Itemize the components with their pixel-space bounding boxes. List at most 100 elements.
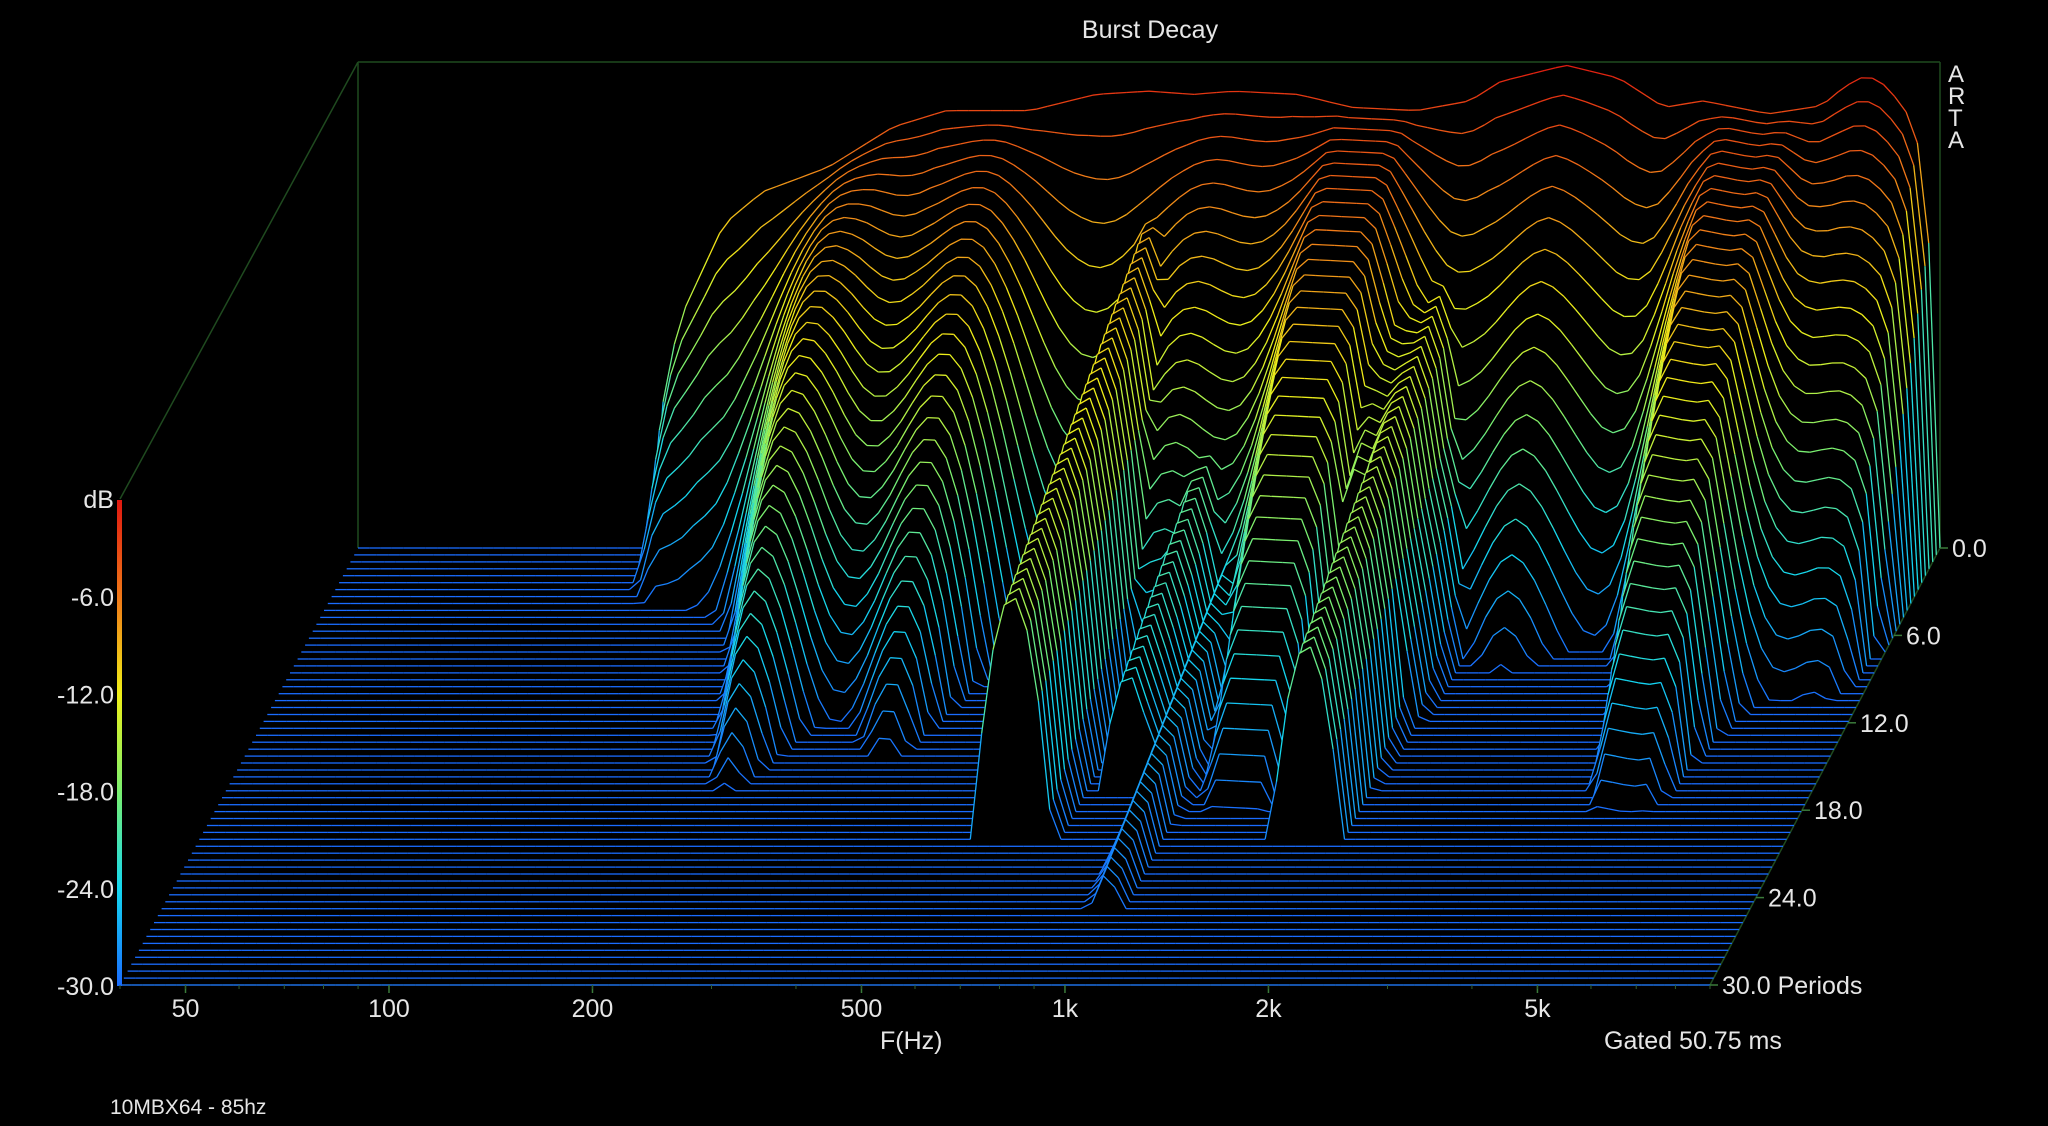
- slice-segment: [761, 484, 774, 501]
- slice-segment: [1687, 195, 1701, 222]
- slice-segment: [1288, 252, 1302, 285]
- slice-segment: [787, 471, 800, 495]
- slice-segment: [1894, 282, 1908, 389]
- slice-segment: [888, 124, 901, 130]
- slice-segment: [1352, 175, 1365, 178]
- slice-segment: [1763, 388, 1777, 422]
- slice-segment: [889, 300, 901, 304]
- slice-segment: [1657, 296, 1671, 340]
- slice-segment: [998, 174, 1011, 185]
- slice-segment: [1770, 143, 1783, 146]
- slice-segment: [1650, 311, 1663, 347]
- slice-segment: [915, 263, 928, 273]
- slice-segment: [922, 273, 936, 286]
- slice-segment: [1861, 314, 1874, 327]
- slice-segment: [1491, 248, 1504, 260]
- slice-segment: [1544, 67, 1556, 72]
- slice-segment: [1349, 188, 1361, 191]
- slice-segment: [1256, 654, 1269, 657]
- slice-segment: [1164, 362, 1177, 375]
- slice-segment: [1586, 452, 1599, 468]
- slice-segment: [1258, 384, 1272, 432]
- slice-segment: [790, 301, 804, 327]
- slice-segment: [1149, 399, 1162, 403]
- slice-segment: [1187, 447, 1200, 459]
- slice-segment: [1270, 377, 1283, 395]
- slice-segment: [805, 184, 818, 194]
- slice-segment: [1518, 599, 1532, 619]
- slice-segment: [1062, 287, 1075, 302]
- slice-segment: [1260, 560, 1272, 563]
- slice-segment: [1693, 363, 1705, 366]
- slice-segment: [1906, 388, 1919, 590]
- slice-segment: [1487, 184, 1500, 192]
- slice-segment: [1763, 132, 1775, 136]
- slice-segment: [836, 245, 849, 251]
- slice-segment: [1289, 395, 1302, 398]
- frame-right-floor-edge: [1709, 547, 1941, 986]
- slice-segment: [1898, 258, 1912, 364]
- slice-segment: [806, 451, 819, 480]
- slice-segment: [806, 275, 819, 288]
- slice-segment: [1744, 154, 1756, 158]
- slice-segment: [896, 256, 909, 260]
- slice-segment: [1574, 434, 1588, 453]
- slice-segment: [1826, 91, 1839, 102]
- slice-segment: [911, 172, 924, 177]
- slice-segment: [1879, 275, 1893, 308]
- slice-segment: [1398, 352, 1411, 358]
- slice-segment: [1515, 635, 1528, 657]
- slice-segment: [1702, 100, 1715, 104]
- slice-segment: [1260, 630, 1272, 633]
- slice-segment: [1812, 255, 1825, 258]
- slice-segment: [847, 392, 860, 411]
- slice-segment: [1405, 448, 1419, 519]
- slice-segment: [1337, 230, 1350, 233]
- slice-segment: [979, 351, 992, 387]
- slice-segment: [1145, 125, 1157, 130]
- slice-segment: [1115, 297, 1128, 305]
- slice-segment: [806, 548, 819, 585]
- slice-segment: [1330, 361, 1343, 383]
- slice-segment: [828, 167, 841, 178]
- slice-segment: [715, 374, 728, 387]
- slice-segment: [1243, 215, 1255, 219]
- slice-segment: [1801, 331, 1814, 339]
- slice-segment: [1081, 216, 1093, 223]
- slice-segment: [1171, 170, 1184, 179]
- slice-segment: [1273, 303, 1287, 338]
- slice-segment: [1715, 311, 1727, 315]
- slice-segment: [866, 512, 879, 525]
- slice-segment: [1782, 468, 1796, 482]
- slice-segment: [1782, 370, 1795, 387]
- slice-segment: [1254, 284, 1267, 295]
- slice-segment: [1020, 411, 1034, 453]
- slice-segment: [1548, 565, 1562, 591]
- slice-segment: [1221, 532, 1234, 555]
- slice-segment: [922, 167, 935, 174]
- slice-segment: [1179, 332, 1192, 337]
- slice-segment: [1665, 278, 1678, 322]
- slice-segment: [1612, 309, 1625, 318]
- slice-segment: [873, 143, 886, 150]
- slice-segment: [1412, 303, 1425, 314]
- slice-segment: [1556, 630, 1570, 653]
- slice-segment: [798, 412, 812, 432]
- slice-segment: [741, 448, 755, 494]
- slice-segment: [1424, 498, 1438, 555]
- slice-segment: [1805, 305, 1817, 311]
- slice-segment: [1815, 100, 1828, 108]
- slice-segment: [990, 210, 1003, 224]
- slice-segment: [1563, 416, 1577, 436]
- slice-segment: [681, 414, 694, 430]
- slice-segment: [1726, 499, 1740, 563]
- slice-segment: [1828, 666, 1842, 694]
- slice-segment: [1284, 269, 1298, 304]
- slice-segment: [666, 466, 679, 479]
- slice-segment: [1371, 118, 1383, 120]
- slice-segment: [1334, 421, 1347, 490]
- slice-segment: [934, 164, 946, 169]
- slice-segment: [1707, 201, 1719, 205]
- slice-segment: [1466, 603, 1479, 630]
- slice-segment: [704, 385, 717, 399]
